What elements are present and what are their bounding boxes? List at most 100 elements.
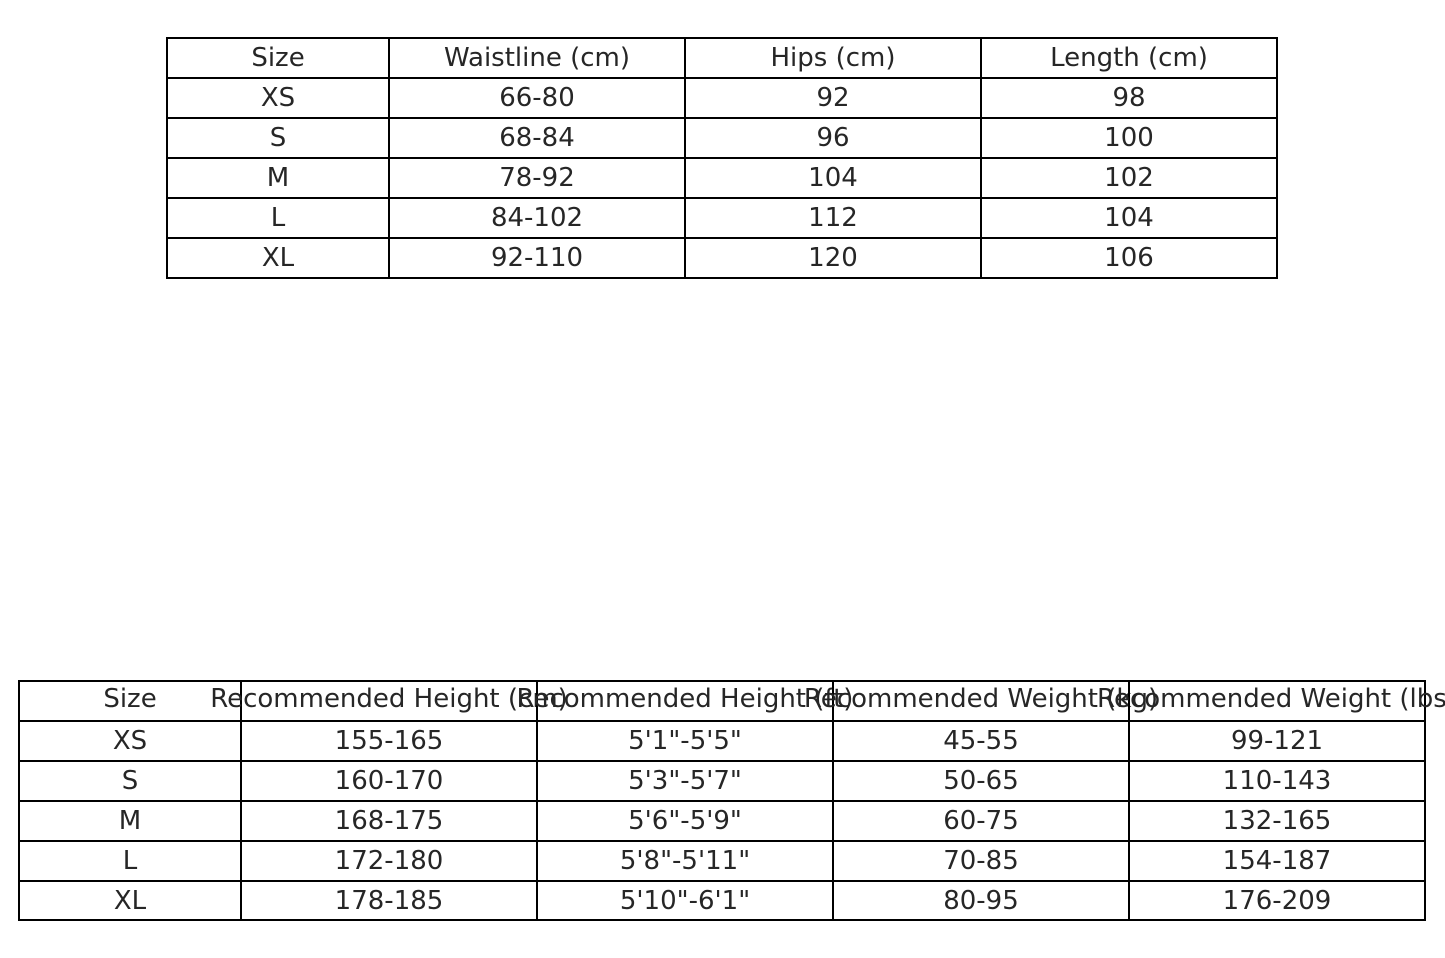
cell-value: 45-55 bbox=[943, 726, 1019, 756]
cell-value: 100 bbox=[1104, 123, 1154, 153]
cell-value: 68-84 bbox=[499, 123, 575, 153]
cell-value: 104 bbox=[1104, 203, 1154, 233]
table-cell: 50-65 bbox=[832, 760, 1130, 802]
cell-value: 80-95 bbox=[943, 885, 1019, 916]
cell-value: 98 bbox=[1112, 83, 1146, 113]
table-cell: 78-92 bbox=[388, 157, 686, 199]
cell-value: 106 bbox=[1104, 243, 1154, 273]
table-cell: 5'6"-5'9" bbox=[536, 800, 834, 842]
cell-value: M bbox=[118, 806, 142, 836]
table-cell: 98 bbox=[980, 77, 1278, 119]
table-cell: 172-180 bbox=[240, 840, 538, 882]
table-cell: S bbox=[18, 760, 242, 802]
table-cell: 104 bbox=[980, 197, 1278, 239]
table-cell: 154-187 bbox=[1128, 840, 1426, 882]
cell-value: 112 bbox=[808, 203, 858, 233]
table-header-cell: Size bbox=[166, 37, 390, 79]
table-cell: 84-102 bbox=[388, 197, 686, 239]
cell-value: 168-175 bbox=[334, 806, 444, 836]
cell-value: M bbox=[266, 163, 290, 193]
table-cell: 5'10"-6'1" bbox=[536, 880, 834, 921]
column-header: Recommended Height (ft) bbox=[516, 684, 854, 714]
table-cell: XL bbox=[18, 880, 242, 921]
table-cell: 92-110 bbox=[388, 237, 686, 279]
table-cell: L bbox=[166, 197, 390, 239]
cell-value: 84-102 bbox=[490, 203, 584, 233]
column-header: Recommended Weight (lbs) bbox=[1097, 684, 1445, 714]
cell-value: S bbox=[121, 766, 139, 796]
cell-value: XS bbox=[260, 83, 296, 113]
table-cell: 110-143 bbox=[1128, 760, 1426, 802]
cell-value: 172-180 bbox=[334, 846, 444, 876]
cell-value: 5'3"-5'7" bbox=[628, 766, 742, 796]
cell-value: 132-165 bbox=[1222, 806, 1332, 836]
table-cell: 160-170 bbox=[240, 760, 538, 802]
column-header: Size bbox=[103, 684, 157, 714]
table-cell: 155-165 bbox=[240, 720, 538, 762]
cell-value: 110-143 bbox=[1222, 766, 1332, 796]
cell-value: 154-187 bbox=[1222, 846, 1332, 876]
cell-value: 96 bbox=[816, 123, 850, 153]
cell-value: 92 bbox=[816, 83, 850, 113]
table-cell: 5'3"-5'7" bbox=[536, 760, 834, 802]
table-cell: M bbox=[166, 157, 390, 199]
table-cell: 176-209 bbox=[1128, 880, 1426, 921]
cell-value: L bbox=[270, 203, 286, 233]
cell-value: 92-110 bbox=[490, 243, 584, 273]
table-cell: 104 bbox=[684, 157, 982, 199]
table-cell: 5'8"-5'11" bbox=[536, 840, 834, 882]
table-cell: 80-95 bbox=[832, 880, 1130, 921]
table-cell: M bbox=[18, 800, 242, 842]
column-header: Hips (cm) bbox=[770, 43, 896, 73]
cell-value: 50-65 bbox=[943, 766, 1019, 796]
cell-value: 99-121 bbox=[1230, 726, 1324, 756]
table-cell: 45-55 bbox=[832, 720, 1130, 762]
table-cell: 99-121 bbox=[1128, 720, 1426, 762]
table-cell: 100 bbox=[980, 117, 1278, 159]
column-header: Length (cm) bbox=[1050, 43, 1208, 73]
cell-value: L bbox=[122, 846, 138, 876]
column-header: Size bbox=[251, 43, 305, 73]
column-header: Waistline (cm) bbox=[443, 43, 631, 73]
cell-value: 120 bbox=[808, 243, 858, 273]
table-cell: 5'1"-5'5" bbox=[536, 720, 834, 762]
column-header: Recommended Weight (kg) bbox=[803, 684, 1159, 714]
table-cell: L bbox=[18, 840, 242, 882]
table-cell: 60-75 bbox=[832, 800, 1130, 842]
table-cell: S bbox=[166, 117, 390, 159]
table-cell: 168-175 bbox=[240, 800, 538, 842]
table-cell: 68-84 bbox=[388, 117, 686, 159]
cell-value: 104 bbox=[808, 163, 858, 193]
table-cell: 132-165 bbox=[1128, 800, 1426, 842]
table-cell: XS bbox=[166, 77, 390, 119]
cell-value: 176-209 bbox=[1222, 885, 1332, 916]
cell-value: 102 bbox=[1104, 163, 1154, 193]
table-cell: XL bbox=[166, 237, 390, 279]
cell-value: 70-85 bbox=[943, 846, 1019, 876]
cell-value: XL bbox=[113, 885, 147, 916]
table-cell: 70-85 bbox=[832, 840, 1130, 882]
cell-value: 60-75 bbox=[943, 806, 1019, 836]
table-cell: 120 bbox=[684, 237, 982, 279]
table-cell: 92 bbox=[684, 77, 982, 119]
table-cell: XS bbox=[18, 720, 242, 762]
table-header-cell: Recommended Height (ft) bbox=[517, 680, 853, 722]
table-header-cell: Size bbox=[18, 680, 242, 722]
cell-value: 155-165 bbox=[334, 726, 444, 756]
cell-value: 178-185 bbox=[334, 885, 444, 916]
table-header-cell: Recommended Weight (kg) bbox=[804, 680, 1158, 722]
table-header-cell: Length (cm) bbox=[980, 37, 1278, 79]
cell-value: 66-80 bbox=[499, 83, 575, 113]
column-header: Recommended Height (cm) bbox=[210, 684, 568, 714]
table-header-cell: Recommended Weight (lbs) bbox=[1097, 680, 1445, 722]
cell-value: 5'10"-6'1" bbox=[619, 885, 751, 916]
cell-value: S bbox=[269, 123, 287, 153]
table-cell: 102 bbox=[980, 157, 1278, 199]
table-header-cell: Waistline (cm) bbox=[388, 37, 686, 79]
table-cell: 178-185 bbox=[240, 880, 538, 921]
cell-value: 5'1"-5'5" bbox=[628, 726, 742, 756]
table-header-cell: Hips (cm) bbox=[684, 37, 982, 79]
cell-value: XS bbox=[112, 726, 148, 756]
table-cell: 112 bbox=[684, 197, 982, 239]
table-cell: 96 bbox=[684, 117, 982, 159]
